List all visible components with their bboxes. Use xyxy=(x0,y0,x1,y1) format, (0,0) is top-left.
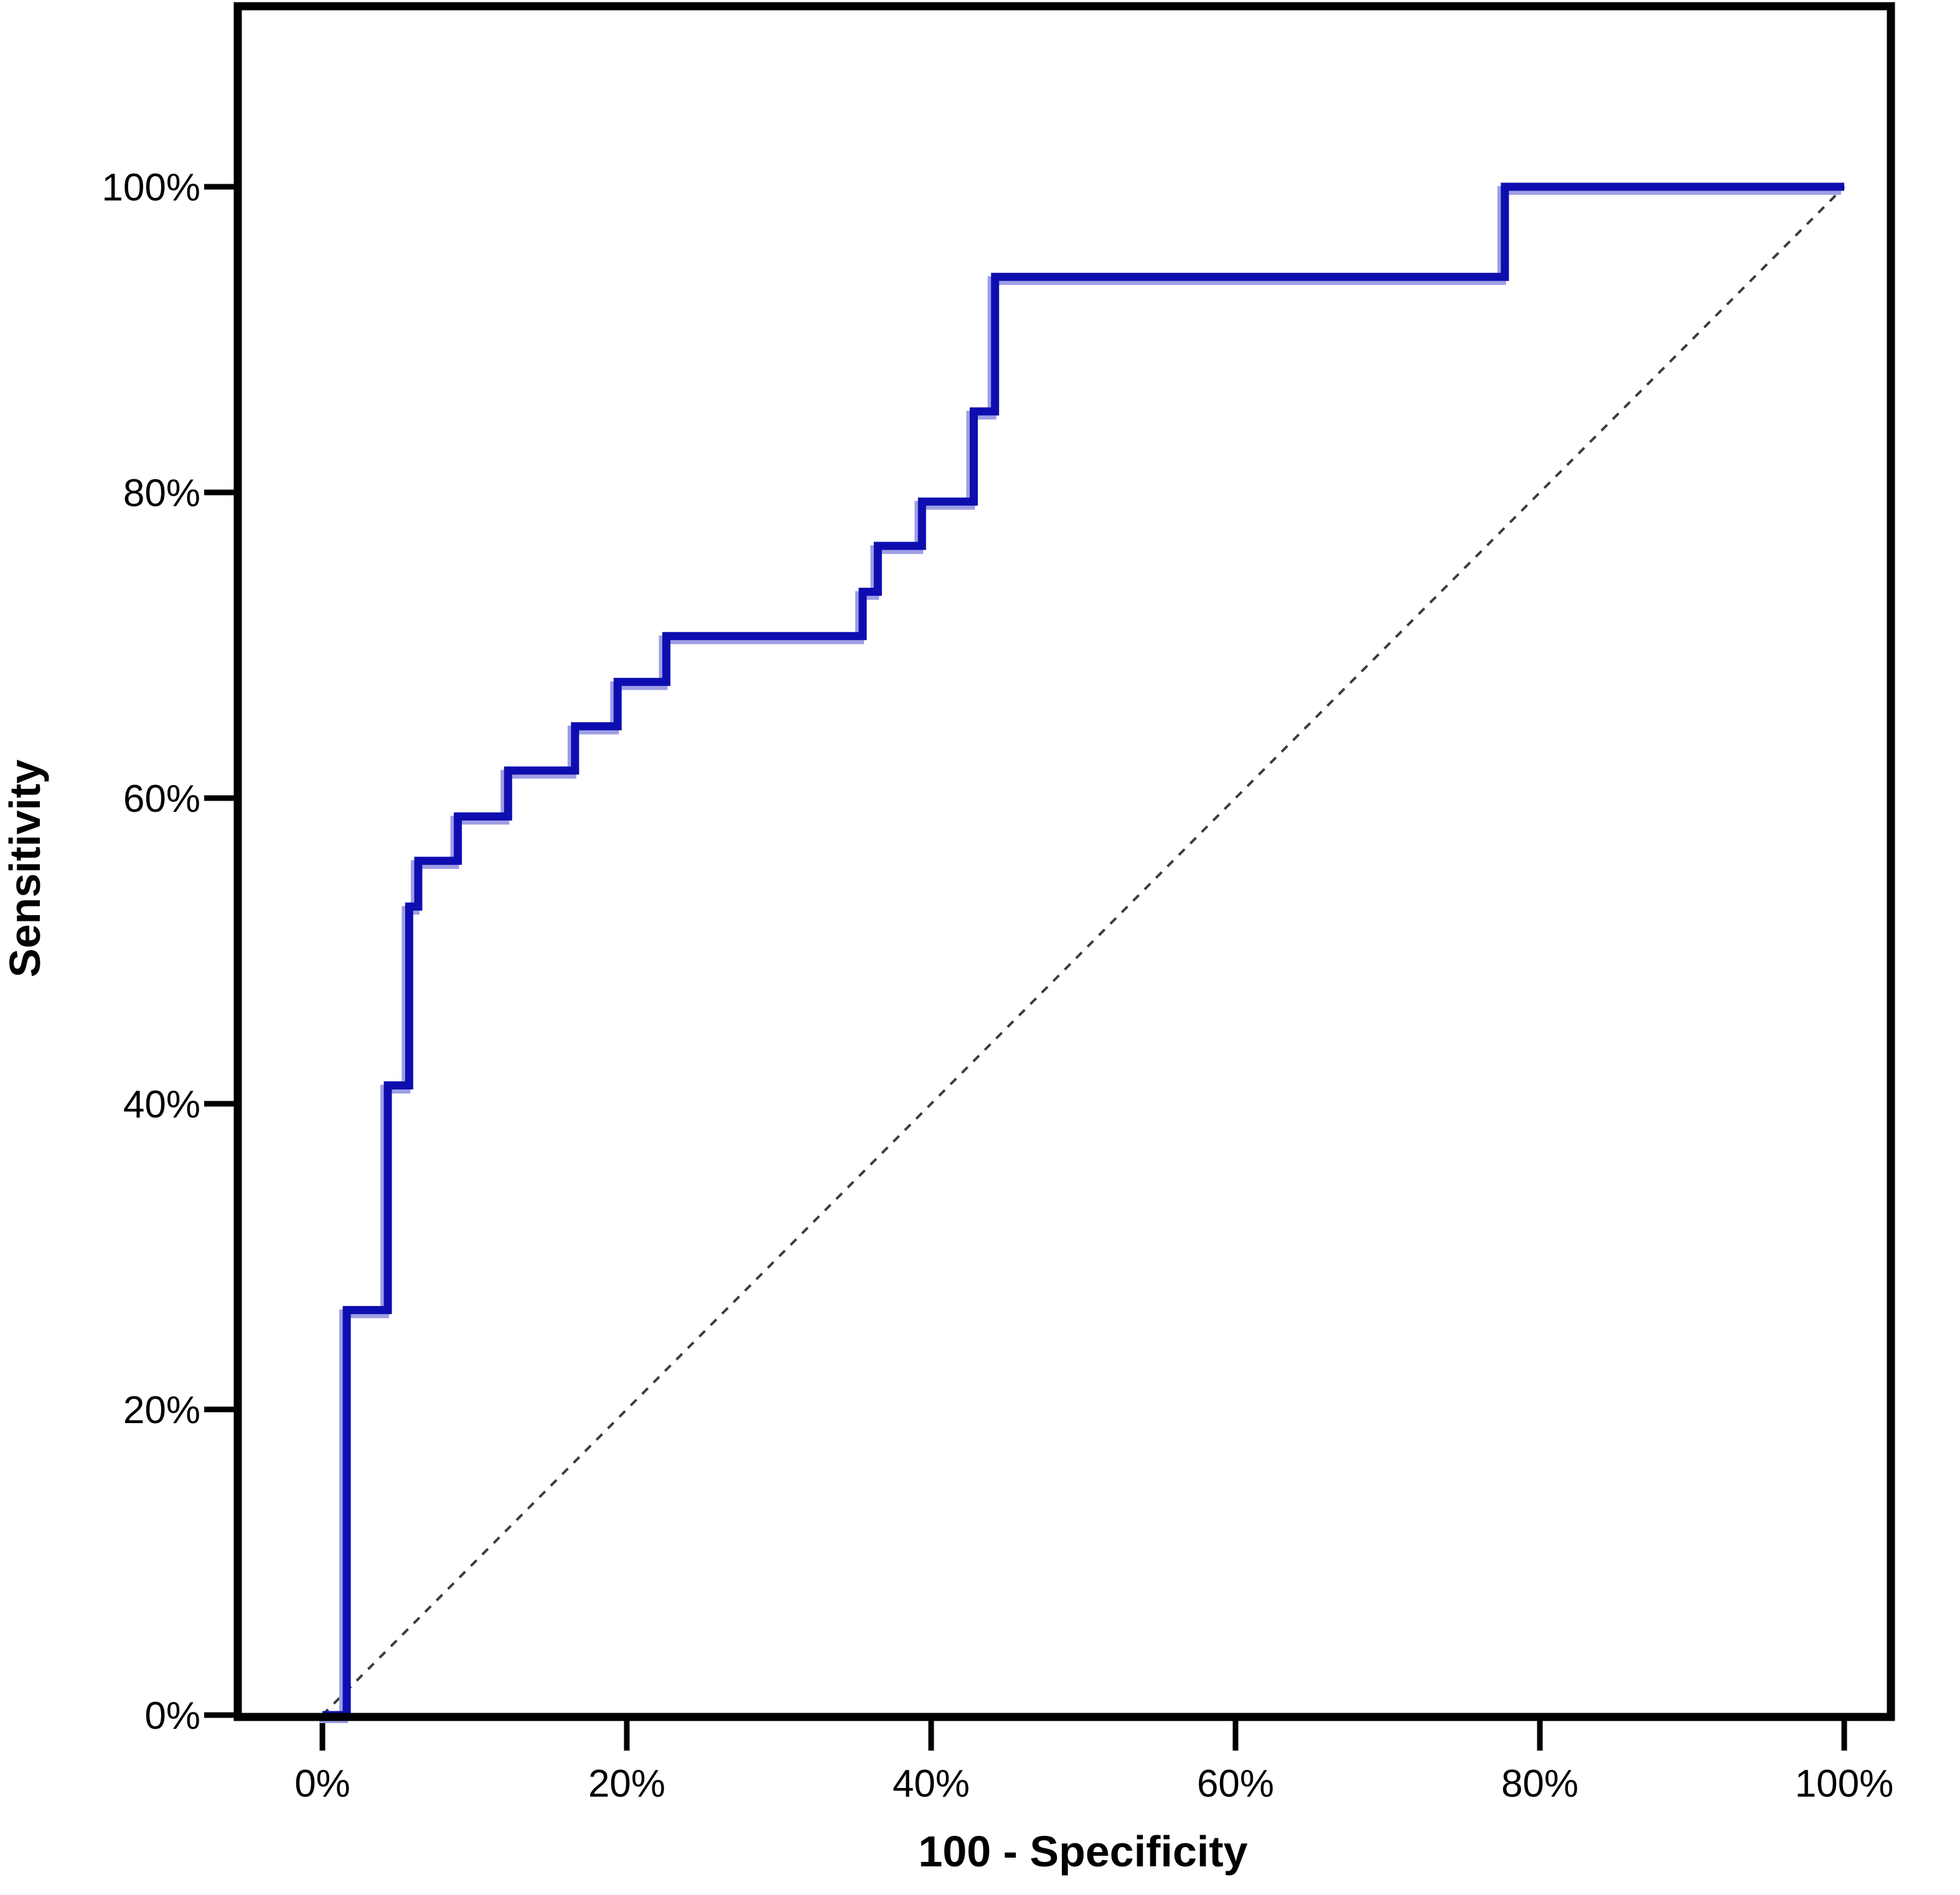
reference-diagonal-line xyxy=(321,186,1845,1716)
y-axis-tick-label: 40% xyxy=(123,1083,200,1126)
x-axis-title: 100 - Specificity xyxy=(918,1827,1247,1876)
x-axis-tick-label: 20% xyxy=(588,1762,665,1805)
plot-border xyxy=(233,2,1895,1721)
roc-curve-line xyxy=(322,182,1844,1719)
y-axis-tick-label: 100% xyxy=(101,166,200,209)
y-axis-tick-label: 20% xyxy=(123,1389,200,1432)
x-axis-tick-label: 0% xyxy=(294,1762,350,1805)
y-axis-tick-label: 80% xyxy=(123,472,200,515)
y-axis-tick-label: 0% xyxy=(144,1695,200,1737)
x-axis-tick-label: 40% xyxy=(893,1762,970,1805)
x-axis-tick-label: 80% xyxy=(1501,1762,1578,1805)
y-axis-tick-label: 60% xyxy=(123,778,200,821)
x-axis-tick-label: 100% xyxy=(1795,1762,1894,1805)
y-axis-title: Sensitivity xyxy=(1,759,49,977)
x-axis-tick-label: 60% xyxy=(1197,1762,1274,1805)
